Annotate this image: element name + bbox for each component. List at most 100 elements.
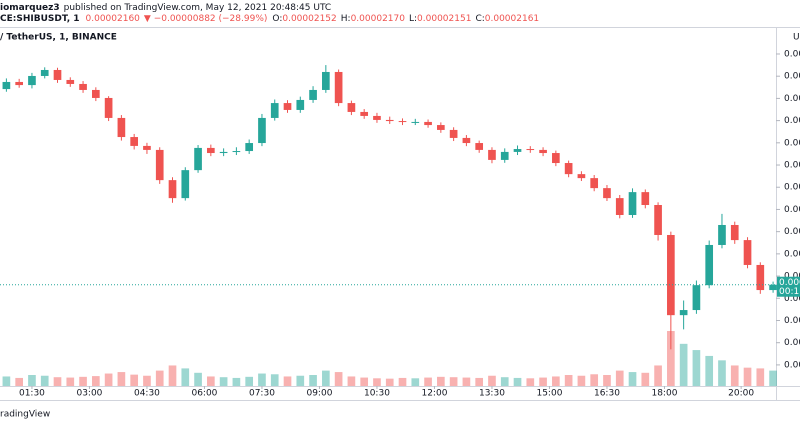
x-tick-label: 07:30 [249,389,275,399]
volume-bar [322,370,330,386]
volume-bar [130,374,139,386]
ohlc-value: 0.00002151 [417,14,471,24]
candle-body [475,143,484,150]
y-tick-label: 0.000 [784,116,800,126]
candle-body [692,285,701,311]
candle-body [603,188,611,199]
candle-body [283,103,292,110]
volume-bar [347,376,356,386]
y-tick-label: 0.000 [784,161,800,171]
candle-body [232,151,241,153]
y-tick-label: 0.000 [784,138,800,148]
candle-body [437,125,445,130]
volume-bar [117,372,126,386]
y-tick-label: 0.000 [784,249,800,259]
volume-bar [207,376,215,386]
ohlc-label: L: [409,14,417,24]
x-tick-label: 12:00 [421,389,447,399]
chart-subtitle: / TetherUS, 1, BINANCE [0,33,117,43]
volume-bar [437,376,445,386]
candle-body [347,103,356,112]
last-price-label: 0.0000 [779,278,800,288]
candle-body [718,224,726,245]
volume-bar [654,365,662,386]
y-tick-label: 0.000 [784,272,800,282]
volume-bar [411,378,420,386]
volume-bar [692,350,701,386]
volume-bar [66,377,75,386]
volume-bar [92,376,100,386]
candle-body [66,79,75,84]
candle-body [411,121,420,123]
candle-body [360,111,369,116]
y-tick-label: 0.000 [784,360,800,370]
candle-body [513,149,522,152]
candle-body [219,151,228,154]
candle-body [168,180,177,199]
candle-body [28,75,36,86]
candle-body [539,149,547,154]
candle-body [500,151,509,160]
volume-bar [245,376,254,386]
candle-body [730,224,739,241]
volume-bar [104,373,113,386]
candle-body [143,145,151,150]
y-tick-label: 0.000 [784,227,800,237]
y-tick-label: 0.000 [784,72,800,82]
candle-body [334,71,343,104]
symbol: CE:SHIBUSDT, 1 [0,14,80,24]
volume-bar [309,375,317,386]
volume-bar [168,365,177,386]
candle-body [398,121,407,123]
volume-bar [258,373,266,386]
x-tick-label: 03:00 [76,389,102,399]
volume-bar [424,377,432,386]
volume-bar [296,375,305,386]
volume-bar [526,378,535,386]
volume-bar [79,376,87,386]
candle-body [245,143,254,152]
x-tick-label: 13:30 [479,389,505,399]
ohlc-value: 0.00002152 [282,14,336,24]
x-tick-label: 09:00 [306,389,332,399]
candle-body [462,137,471,144]
candle-body [40,69,49,76]
volume-bar [603,375,611,386]
volume-bar [539,377,547,386]
x-tick-label: 16:30 [594,389,620,399]
volume-bar [462,377,471,386]
candle-body [705,244,714,286]
volume-bar [270,374,279,386]
volume-bar [2,376,11,386]
volume-bar [500,377,509,386]
volume-bar [385,378,394,386]
candle-body [526,149,535,151]
candle-body [258,117,266,144]
ohlc-label: O: [272,14,282,24]
volume-bar [628,372,637,386]
candle-body [769,284,777,291]
volume-bar [590,374,599,386]
x-tick-label: 06:00 [191,389,217,399]
candle-body [194,147,202,171]
candle-body [309,89,317,100]
volume-bar [283,376,292,386]
candle-body [743,240,752,265]
volume-bar [219,377,228,386]
volume-bar [718,360,726,386]
volume-bar [373,378,381,386]
candle-body [564,163,573,175]
volume-bar [449,377,458,386]
volume-bar [552,376,560,386]
x-tick-label: 15:00 [536,389,562,399]
plot [2,65,777,386]
y-tick-label: 0.000 [784,205,800,215]
candle-body [488,149,496,160]
candle-body [679,310,688,316]
volume-bar [641,372,650,386]
published-info: published on TradingView.com, May 12, 20… [64,3,332,13]
y-tick-label: 0.000 [784,294,800,304]
volume-bar [53,377,62,386]
symbol-line: CE:SHIBUSDT, 1 0.00002160 ▼ −0.00000882 (−… [0,14,539,24]
